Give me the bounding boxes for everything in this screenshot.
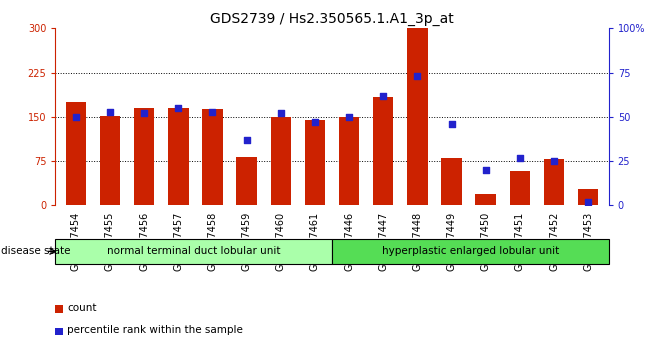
Bar [475, 194, 496, 205]
Text: count: count [67, 303, 96, 313]
Bar [339, 117, 359, 205]
Bar [55, 328, 62, 335]
Point [207, 109, 217, 114]
Point [549, 158, 559, 164]
Text: hyperplastic enlarged lobular unit: hyperplastic enlarged lobular unit [381, 246, 559, 256]
Point [583, 199, 594, 205]
Point [70, 114, 81, 120]
Bar [578, 189, 598, 205]
Bar [271, 117, 291, 205]
Point [447, 121, 457, 127]
Bar [407, 28, 428, 205]
Bar [55, 239, 332, 264]
Text: percentile rank within the sample: percentile rank within the sample [67, 325, 243, 335]
Text: normal terminal duct lobular unit: normal terminal duct lobular unit [107, 246, 281, 256]
Bar [441, 158, 462, 205]
Point [275, 110, 286, 116]
Text: disease state: disease state [1, 246, 71, 256]
Title: GDS2739 / Hs2.350565.1.A1_3p_at: GDS2739 / Hs2.350565.1.A1_3p_at [210, 12, 454, 26]
Bar [236, 157, 257, 205]
Bar [305, 120, 326, 205]
Bar [66, 102, 86, 205]
Point [310, 119, 320, 125]
Point [378, 93, 389, 98]
Bar [544, 159, 564, 205]
Point [412, 73, 422, 79]
Point [344, 114, 354, 120]
Point [242, 137, 252, 143]
Bar [332, 239, 609, 264]
Point [173, 105, 184, 111]
Bar [134, 108, 154, 205]
Bar [168, 108, 189, 205]
Point [139, 110, 149, 116]
Point [515, 155, 525, 160]
Bar [202, 109, 223, 205]
Bar [100, 116, 120, 205]
Point [105, 109, 115, 114]
Bar [373, 97, 393, 205]
Bar [55, 306, 62, 313]
Point [480, 167, 491, 173]
Bar [510, 171, 530, 205]
